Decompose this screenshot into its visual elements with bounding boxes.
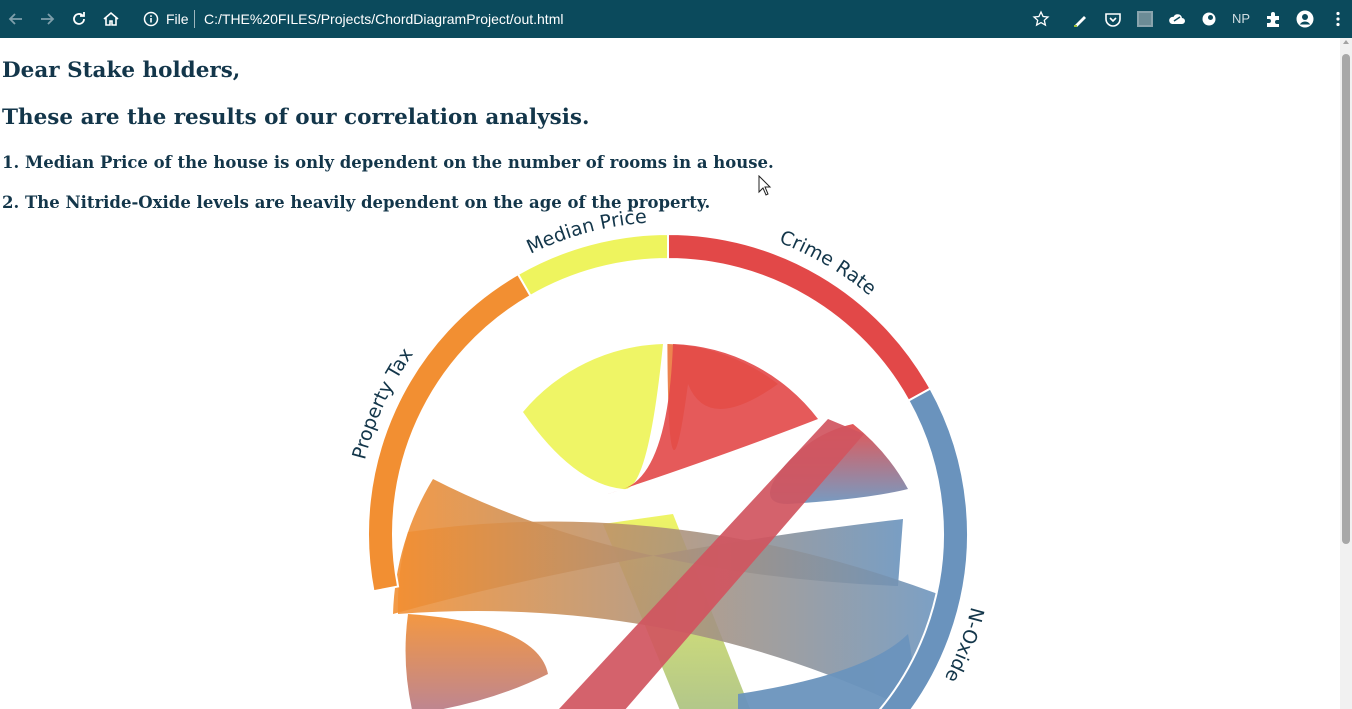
chord-crime-median-band	[608, 344, 818, 494]
info-icon	[143, 11, 159, 27]
forward-arrow-icon[interactable]	[37, 9, 57, 29]
star-icon[interactable]	[1031, 9, 1051, 29]
kebab-menu-icon[interactable]	[1328, 9, 1348, 29]
chord-diagram: Median Price Crime Rate N-Oxide Property Ta…	[0, 38, 1340, 709]
reload-icon[interactable]	[69, 9, 89, 29]
back-arrow-icon[interactable]	[6, 9, 26, 29]
address-bar[interactable]: C:/THE%20FILES/Projects/ChordDiagramProj…	[204, 11, 564, 27]
group-arcs	[367, 232, 969, 709]
globe-extension-icon[interactable]	[1199, 9, 1219, 29]
finding-1: 1. Median Price of the house is only dep…	[2, 153, 774, 172]
greeting-heading: Dear Stake holders,	[2, 58, 241, 83]
vertical-scrollbar[interactable]	[1340, 38, 1352, 709]
chord-nox-lower	[738, 634, 914, 709]
browser-toolbar: File C:/THE%20FILES/Projects/ChordDiagra…	[0, 0, 1352, 38]
mouse-cursor-icon	[758, 174, 772, 201]
image-extension-icon[interactable]	[1135, 9, 1155, 29]
page-content: Dear Stake holders, These are the result…	[0, 38, 1340, 709]
puzzle-extensions-icon[interactable]	[1263, 9, 1283, 29]
pocket-extension-icon[interactable]	[1103, 9, 1123, 29]
group-arc-n-oxide	[878, 387, 969, 709]
intro-heading: These are the results of our correlation…	[2, 105, 590, 130]
group-arc-property-tax	[367, 272, 532, 593]
cloud-extension-icon[interactable]	[1167, 9, 1187, 29]
scroll-up-arrow-icon[interactable]	[1343, 40, 1349, 44]
site-info-button[interactable]: File	[143, 10, 189, 28]
profile-badge[interactable]: NP	[1232, 11, 1251, 26]
chord-median-crime-lobe	[523, 344, 663, 490]
home-icon[interactable]	[101, 9, 121, 29]
site-info-label: File	[166, 11, 189, 27]
chord-crime-bottom-band	[559, 419, 864, 709]
chord-tax-bottom	[405, 614, 548, 709]
account-avatar-icon[interactable]	[1295, 9, 1315, 29]
pen-extension-icon[interactable]	[1071, 9, 1091, 29]
scroll-thumb[interactable]	[1342, 54, 1350, 544]
finding-2: 2. The Nitride-Oxide levels are heavily …	[2, 193, 711, 212]
address-separator	[194, 10, 195, 28]
